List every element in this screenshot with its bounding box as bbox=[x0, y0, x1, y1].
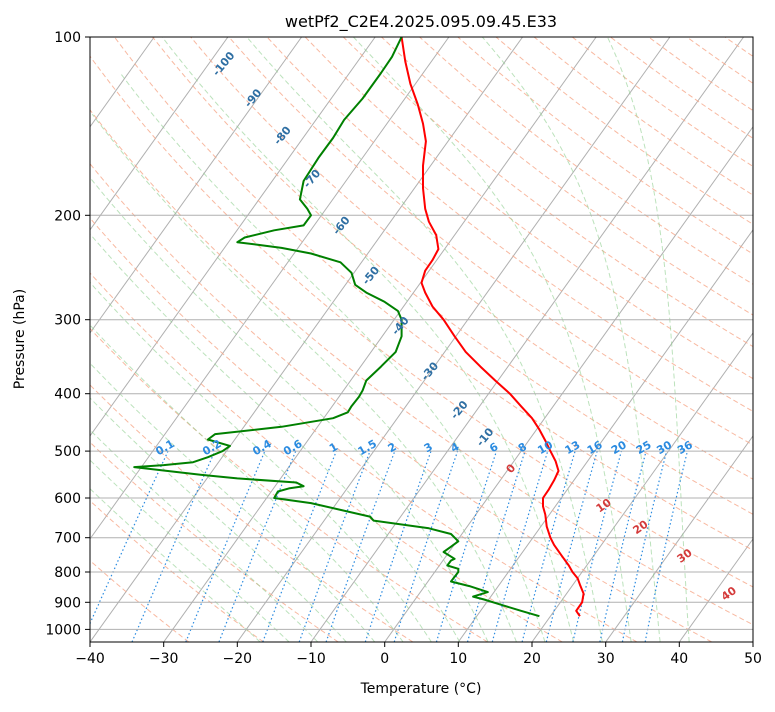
isotherm-line bbox=[237, 37, 670, 642]
y-tick-label: 200 bbox=[54, 208, 81, 224]
dry-adiabat-label: -90 bbox=[242, 86, 265, 110]
mixing-ratio-line bbox=[573, 451, 622, 642]
chart-title: wetPf2_C2E4.2025.095.09.45.E33 bbox=[285, 12, 557, 32]
mixing-ratio-label: 1 bbox=[327, 440, 340, 455]
moist-adiabat-line bbox=[120, 73, 545, 642]
dry-adiabat-label: -80 bbox=[271, 124, 294, 148]
y-axis-title: Pressure (hPa) bbox=[12, 289, 28, 389]
dry-adiabat-label: -60 bbox=[330, 214, 353, 238]
x-tick-label: −40 bbox=[75, 651, 105, 667]
plot-frame bbox=[90, 37, 753, 642]
isotherm-line bbox=[679, 37, 775, 642]
mixing-ratio-label: 25 bbox=[634, 438, 654, 457]
mixing-ratio-label: 3 bbox=[422, 440, 435, 455]
x-tick-label: 40 bbox=[670, 651, 688, 667]
dry-adiabat-line bbox=[725, 37, 775, 642]
y-tick-label: 100 bbox=[54, 30, 81, 46]
x-tick-label: −30 bbox=[149, 651, 179, 667]
mixing-ratio-label: 4 bbox=[448, 440, 461, 455]
dry-adiabat-line bbox=[687, 37, 775, 642]
mixing-ratio-line bbox=[365, 451, 431, 642]
dry-adiabat-line bbox=[458, 37, 775, 642]
isotherm-line bbox=[458, 37, 775, 642]
dry-adiabat-line bbox=[0, 37, 189, 642]
dry-adiabat-line bbox=[382, 37, 775, 642]
dry-adiabat-line bbox=[649, 37, 775, 642]
y-tick-label: 600 bbox=[54, 491, 81, 507]
dry-adiabat-line bbox=[267, 37, 775, 642]
mixing-ratio-label: 1.5 bbox=[356, 437, 379, 458]
isotherm-line bbox=[0, 37, 7, 642]
mixing-ratio-label: 0.4 bbox=[250, 437, 274, 458]
x-axis-title: Temperature (°C) bbox=[360, 681, 482, 697]
y-tick-label: 400 bbox=[54, 387, 81, 403]
mixing-ratio-label: 30 bbox=[654, 438, 674, 457]
dry-adiabat-label: -70 bbox=[301, 167, 324, 191]
mixing-ratio-line bbox=[645, 451, 687, 642]
mixing-ratio-line bbox=[468, 451, 526, 642]
mixing-ratio-label: 0.6 bbox=[281, 437, 305, 458]
y-tick-label: 900 bbox=[54, 595, 81, 611]
isotherm-line bbox=[0, 37, 228, 642]
mixing-ratio-line bbox=[394, 451, 457, 642]
dry-adiabat-line bbox=[534, 37, 775, 642]
dry-adiabat-line bbox=[0, 37, 488, 642]
dry-adiabat-label: -30 bbox=[418, 359, 441, 383]
mixing-ratio-label: 0.1 bbox=[153, 437, 176, 458]
dry-adiabat-label: -20 bbox=[448, 398, 471, 422]
x-tick-label: 10 bbox=[449, 651, 467, 667]
dry-adiabat-label: -100 bbox=[210, 49, 238, 79]
moist-adiabat-line bbox=[0, 273, 346, 642]
mixing-ratio-line bbox=[132, 451, 215, 642]
x-tick-label: 30 bbox=[597, 651, 615, 667]
moist-adiabat-line bbox=[92, 114, 516, 642]
dry-adiabat-line bbox=[0, 37, 637, 642]
isotherm-line bbox=[164, 37, 597, 642]
dry-adiabat-label: -50 bbox=[360, 264, 383, 288]
dry-adiabat-line bbox=[496, 37, 775, 642]
isotherm-line bbox=[0, 37, 302, 642]
mixing-ratio-label: 13 bbox=[563, 438, 583, 457]
y-tick-label: 500 bbox=[54, 444, 81, 460]
y-tick-label: 1000 bbox=[45, 622, 81, 638]
mixing-ratio-line bbox=[82, 451, 168, 642]
moist-adiabat-label: 30 bbox=[675, 546, 695, 566]
moist-adiabat-line bbox=[353, 37, 631, 642]
dry-adiabat-label: 0 bbox=[503, 461, 518, 475]
x-tick-label: −10 bbox=[296, 651, 326, 667]
y-tick-label: 700 bbox=[54, 531, 81, 547]
x-tick-label: 50 bbox=[744, 651, 762, 667]
x-tick-label: 0 bbox=[380, 651, 389, 667]
y-tick-label: 300 bbox=[54, 313, 81, 329]
x-tick-label: 20 bbox=[523, 651, 541, 667]
mixing-ratio-label: 0.2 bbox=[200, 437, 223, 458]
isotherm-line bbox=[753, 37, 775, 642]
mixing-ratio-line bbox=[436, 451, 496, 642]
moist-adiabat-line bbox=[47, 181, 459, 642]
isotherm-line bbox=[0, 37, 375, 642]
moist-adiabat-line bbox=[0, 293, 318, 642]
moist-adiabat-line bbox=[68, 150, 488, 642]
y-tick-label: 800 bbox=[54, 565, 81, 581]
moist-adiabat-line bbox=[608, 37, 690, 642]
x-tick-label: −20 bbox=[223, 651, 253, 667]
mixing-ratio-line bbox=[263, 451, 337, 642]
dry-adiabat-line bbox=[0, 37, 264, 642]
dry-adiabat-line bbox=[0, 37, 413, 642]
moist-adiabat-label: 40 bbox=[719, 584, 739, 604]
mixing-ratio-line bbox=[600, 451, 646, 642]
isotherm-line bbox=[16, 37, 449, 642]
